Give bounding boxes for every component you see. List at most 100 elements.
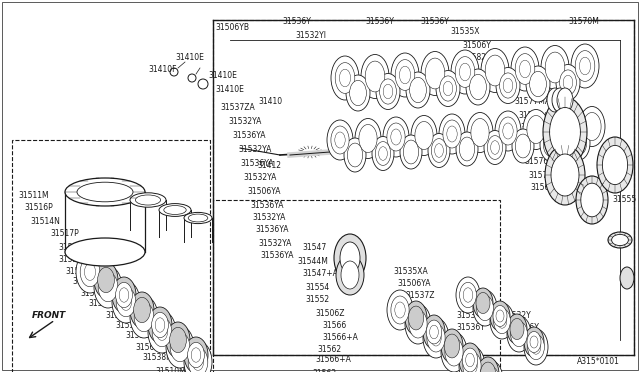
Ellipse shape <box>415 122 433 150</box>
Ellipse shape <box>148 311 176 353</box>
Ellipse shape <box>444 334 460 358</box>
Ellipse shape <box>65 178 145 206</box>
Text: 31536N: 31536N <box>88 299 118 308</box>
Text: 31510M: 31510M <box>155 368 186 372</box>
Ellipse shape <box>496 310 504 322</box>
Bar <box>213 20 634 355</box>
Ellipse shape <box>497 314 507 328</box>
Ellipse shape <box>527 334 545 360</box>
Text: 31514N: 31514N <box>30 217 60 225</box>
Ellipse shape <box>411 115 437 155</box>
Ellipse shape <box>515 134 531 158</box>
Ellipse shape <box>136 195 161 205</box>
Ellipse shape <box>511 321 527 347</box>
Text: 31535X: 31535X <box>450 28 479 36</box>
Ellipse shape <box>335 62 355 93</box>
Text: 31412: 31412 <box>257 160 281 170</box>
Ellipse shape <box>94 266 122 308</box>
Ellipse shape <box>344 138 366 172</box>
Ellipse shape <box>583 112 601 141</box>
Ellipse shape <box>462 348 477 372</box>
Ellipse shape <box>116 282 132 308</box>
Text: 31410E: 31410E <box>208 71 237 80</box>
Ellipse shape <box>480 362 496 372</box>
Ellipse shape <box>531 340 541 354</box>
Ellipse shape <box>155 318 165 332</box>
Text: 31547: 31547 <box>302 244 326 253</box>
Text: FRONT: FRONT <box>32 311 67 320</box>
Ellipse shape <box>477 295 493 321</box>
Text: 31529N: 31529N <box>80 289 110 298</box>
Bar <box>12 140 210 372</box>
Ellipse shape <box>166 322 190 358</box>
Ellipse shape <box>443 81 453 96</box>
Ellipse shape <box>485 55 505 86</box>
Ellipse shape <box>429 325 438 339</box>
Ellipse shape <box>447 126 457 142</box>
Ellipse shape <box>193 354 204 371</box>
Ellipse shape <box>170 332 190 362</box>
Text: 31571M: 31571M <box>528 170 559 180</box>
Ellipse shape <box>520 60 531 78</box>
Ellipse shape <box>511 47 539 91</box>
Ellipse shape <box>481 48 509 93</box>
Text: A315*0101: A315*0101 <box>577 357 620 366</box>
Text: 31410E: 31410E <box>215 86 244 94</box>
Text: 31566+A: 31566+A <box>315 356 351 365</box>
Ellipse shape <box>602 145 628 185</box>
Ellipse shape <box>547 138 556 151</box>
Text: 31544M: 31544M <box>297 257 328 266</box>
Bar <box>213 200 500 372</box>
Ellipse shape <box>361 55 389 99</box>
Ellipse shape <box>383 84 393 99</box>
Ellipse shape <box>410 77 426 103</box>
Ellipse shape <box>456 132 478 166</box>
Ellipse shape <box>503 123 513 139</box>
Text: 31506YA: 31506YA <box>397 279 431 289</box>
Text: 31532N: 31532N <box>125 331 155 340</box>
Ellipse shape <box>443 120 461 148</box>
Text: 31570M: 31570M <box>568 17 599 26</box>
Ellipse shape <box>530 71 547 97</box>
Text: 31506YA: 31506YA <box>247 186 280 196</box>
Ellipse shape <box>164 205 186 215</box>
Ellipse shape <box>400 135 422 169</box>
Ellipse shape <box>340 242 360 274</box>
Ellipse shape <box>339 69 351 87</box>
Text: 31410F: 31410F <box>148 65 177 74</box>
Text: 31532YA: 31532YA <box>252 214 285 222</box>
Ellipse shape <box>435 144 444 157</box>
Ellipse shape <box>148 307 172 343</box>
Ellipse shape <box>436 71 460 106</box>
Ellipse shape <box>427 324 445 352</box>
Ellipse shape <box>134 297 150 323</box>
Ellipse shape <box>156 324 168 340</box>
Ellipse shape <box>496 67 520 103</box>
Ellipse shape <box>499 117 517 145</box>
Ellipse shape <box>459 346 485 372</box>
Text: 31577M: 31577M <box>520 144 551 153</box>
Ellipse shape <box>576 176 608 224</box>
Text: 31536YA: 31536YA <box>240 158 273 167</box>
Text: 31538N: 31538N <box>65 266 95 276</box>
Ellipse shape <box>405 301 427 335</box>
Ellipse shape <box>406 72 430 108</box>
Text: 31536Y: 31536Y <box>510 324 539 333</box>
Ellipse shape <box>550 108 580 157</box>
Ellipse shape <box>348 143 363 167</box>
Ellipse shape <box>112 277 136 313</box>
Text: 31562: 31562 <box>317 344 341 353</box>
Ellipse shape <box>608 232 632 248</box>
Ellipse shape <box>396 60 415 90</box>
Ellipse shape <box>460 137 475 161</box>
Ellipse shape <box>523 109 549 150</box>
Ellipse shape <box>493 305 507 327</box>
Ellipse shape <box>120 294 132 310</box>
Ellipse shape <box>184 337 208 372</box>
Ellipse shape <box>470 74 486 100</box>
Text: 31410E: 31410E <box>175 54 204 62</box>
Ellipse shape <box>336 255 364 295</box>
Ellipse shape <box>473 288 493 318</box>
Text: 31562: 31562 <box>312 369 336 372</box>
Ellipse shape <box>425 58 445 89</box>
